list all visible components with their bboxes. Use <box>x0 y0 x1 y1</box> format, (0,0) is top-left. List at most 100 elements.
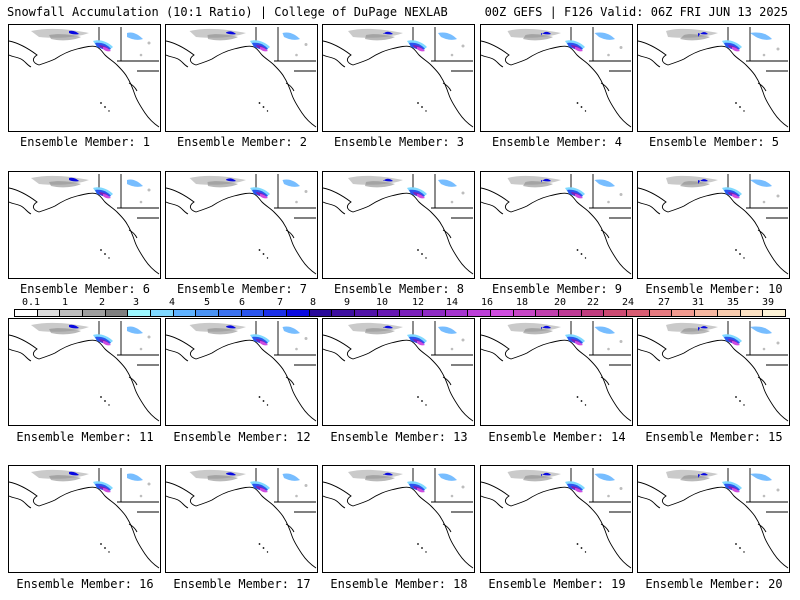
snowfall-map <box>638 174 789 275</box>
colorbar-tick-label: 14 <box>445 297 459 308</box>
colorbar-segment <box>445 310 469 316</box>
snowfall-map <box>638 27 789 128</box>
colorbar-segment <box>377 310 401 316</box>
ensemble-member-label: Ensemble Member: 3 <box>333 135 465 149</box>
colorbar-segment <box>219 310 242 316</box>
colorbar-tick-label: 9 <box>343 297 351 308</box>
ensemble-map-panel <box>8 465 161 573</box>
colorbar-segment <box>763 310 785 316</box>
colorbar-tick-label: 22 <box>586 297 600 308</box>
ensemble-map-panel <box>480 465 633 573</box>
snowfall-map <box>166 174 317 275</box>
colorbar-segment <box>468 310 492 316</box>
ensemble-member-label: Ensemble Member: 12 <box>173 430 311 444</box>
colorbar-segment <box>83 310 106 316</box>
colorbar-segment <box>287 310 310 316</box>
colorbar-tick-label: 2 <box>98 297 106 308</box>
ensemble-map-panel <box>637 318 790 426</box>
ensemble-map-panel <box>165 318 318 426</box>
snowfall-map <box>166 468 317 569</box>
colorbar-tick-label: 31 <box>691 297 705 308</box>
colorbar-tick-label: 4 <box>168 297 176 308</box>
colorbar-segment <box>581 310 605 316</box>
colorbar-segment <box>717 310 741 316</box>
colorbar-tick-label: 18 <box>515 297 529 308</box>
colorbar-tick-label: 16 <box>480 297 494 308</box>
colorbar-segment <box>513 310 537 316</box>
snowfall-map <box>323 468 474 569</box>
ensemble-map-panel <box>322 465 475 573</box>
ensemble-map-panel <box>637 465 790 573</box>
colorbar-segment <box>151 310 174 316</box>
colorbar-segment <box>627 310 650 316</box>
ensemble-member-label: Ensemble Member: 7 <box>176 282 308 296</box>
colorbar-tick-label: 1 <box>61 297 69 308</box>
snowfall-map <box>9 321 160 422</box>
snowfall-map <box>481 27 632 128</box>
ensemble-member-label: Ensemble Member: 15 <box>645 430 783 444</box>
ensemble-member-label: Ensemble Member: 6 <box>19 282 151 296</box>
colorbar-segment <box>264 310 288 316</box>
ensemble-map-panel <box>322 171 475 279</box>
ensemble-member-label: Ensemble Member: 14 <box>488 430 626 444</box>
ensemble-member-label: Ensemble Member: 20 <box>645 577 783 591</box>
snowfall-map <box>323 321 474 422</box>
colorbar-segment <box>672 310 696 316</box>
colorbar-tick-label: 3 <box>132 297 140 308</box>
ensemble-map-panel <box>165 171 318 279</box>
snowfall-map <box>481 174 632 275</box>
colorbar-tick-label: 8 <box>309 297 317 308</box>
snowfall-map <box>638 321 789 422</box>
colorbar-tick-label: 10 <box>375 297 389 308</box>
ensemble-map-panel <box>8 24 161 132</box>
colorbar-segment <box>60 310 84 316</box>
colorbar-tick-label: 27 <box>657 297 671 308</box>
ensemble-member-label: Ensemble Member: 19 <box>488 577 626 591</box>
ensemble-map-panel <box>637 24 790 132</box>
ensemble-map-panel <box>8 171 161 279</box>
ensemble-member-label: Ensemble Member: 17 <box>173 577 311 591</box>
colorbar-tick-label: 12 <box>411 297 425 308</box>
snowfall-map <box>166 321 317 422</box>
colorbar-tick-label: 0.1 <box>21 297 41 308</box>
snowfall-map <box>9 468 160 569</box>
colorbar-tick-label: 20 <box>553 297 567 308</box>
colorbar-tick-label: 39 <box>761 297 775 308</box>
colorbar-segment <box>536 310 560 316</box>
colorbar-segment <box>400 310 424 316</box>
colorbar-segment <box>604 310 628 316</box>
colorbar-segment <box>423 310 446 316</box>
snowfall-colorbar <box>14 309 786 317</box>
colorbar-segment <box>649 310 673 316</box>
ensemble-member-label: Ensemble Member: 5 <box>648 135 780 149</box>
colorbar-segment <box>173 310 197 316</box>
ensemble-member-label: Ensemble Member: 11 <box>16 430 154 444</box>
colorbar-segment <box>332 310 356 316</box>
snowfall-map <box>9 27 160 128</box>
ensemble-member-label: Ensemble Member: 4 <box>491 135 623 149</box>
ensemble-member-label: Ensemble Member: 9 <box>491 282 623 296</box>
colorbar-tick-label: 24 <box>621 297 635 308</box>
colorbar-segment <box>37 310 61 316</box>
snowfall-map <box>481 321 632 422</box>
ensemble-map-panel <box>480 171 633 279</box>
colorbar-segment <box>355 310 378 316</box>
colorbar-segment <box>128 310 152 316</box>
ensemble-member-label: Ensemble Member: 13 <box>330 430 468 444</box>
valid-time-label: 00Z GEFS | F126 Valid: 06Z FRI JUN 13 20… <box>484 5 788 19</box>
colorbar-segment <box>309 310 333 316</box>
ensemble-map-panel <box>165 465 318 573</box>
ensemble-member-label: Ensemble Member: 2 <box>176 135 308 149</box>
snowfall-map <box>9 174 160 275</box>
ensemble-member-label: Ensemble Member: 1 <box>19 135 151 149</box>
ensemble-map-panel <box>322 318 475 426</box>
colorbar-tick-label: 7 <box>276 297 284 308</box>
ensemble-member-label: Ensemble Member: 10 <box>645 282 783 296</box>
colorbar-segment <box>491 310 514 316</box>
colorbar-segment <box>241 310 265 316</box>
colorbar-segment <box>196 310 220 316</box>
ensemble-map-panel <box>165 24 318 132</box>
ensemble-map-panel <box>8 318 161 426</box>
ensemble-map-panel <box>322 24 475 132</box>
ensemble-map-panel <box>637 171 790 279</box>
